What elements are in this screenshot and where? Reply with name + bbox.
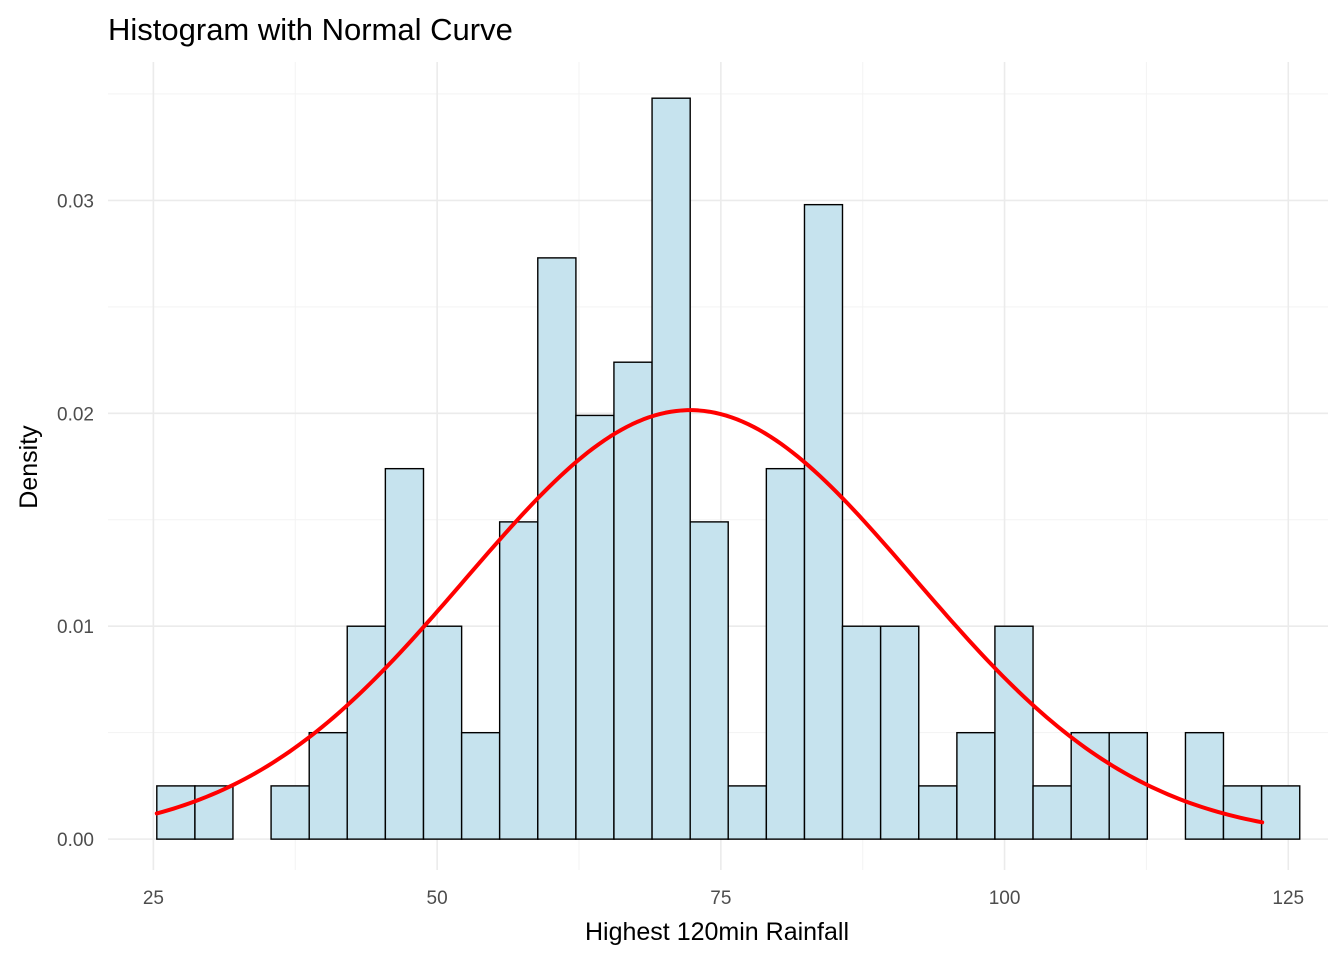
histogram-bar bbox=[270, 785, 310, 840]
histogram-bar bbox=[422, 625, 463, 840]
normal-curve-layer bbox=[154, 408, 1265, 825]
histogram-bar bbox=[346, 625, 387, 840]
x-axis-ticks: 25 50 75 100 125 bbox=[143, 888, 1304, 909]
histogram-bar bbox=[308, 731, 348, 840]
y-tick-label: 0.02 bbox=[57, 404, 94, 425]
histogram-bar bbox=[1070, 731, 1110, 840]
y-tick-label: 0.00 bbox=[57, 830, 94, 851]
histogram-bar bbox=[498, 521, 539, 840]
histogram-bar bbox=[194, 785, 234, 840]
histogram-bar bbox=[460, 731, 501, 840]
x-tick-label: 50 bbox=[427, 888, 448, 909]
histogram-bar bbox=[651, 97, 691, 840]
histogram-bar bbox=[1184, 731, 1225, 840]
histogram-bar bbox=[537, 257, 577, 840]
y-axis-ticks: 0.00 0.01 0.02 0.03 bbox=[57, 191, 94, 851]
chart-title: Histogram with Normal Curve bbox=[108, 12, 513, 47]
histogram-bar bbox=[956, 731, 996, 840]
histogram-bar bbox=[918, 785, 958, 840]
histogram-bar bbox=[1032, 785, 1072, 840]
histogram-bar bbox=[803, 203, 844, 840]
histogram-bar bbox=[1108, 731, 1149, 840]
histogram-bar bbox=[613, 361, 653, 840]
x-axis-label: Highest 120min Rainfall bbox=[585, 918, 849, 946]
histogram-bar bbox=[994, 625, 1034, 840]
histogram-bar bbox=[727, 785, 768, 840]
x-tick-label: 125 bbox=[1272, 888, 1304, 909]
y-tick-label: 0.03 bbox=[57, 191, 94, 212]
histogram-bar bbox=[765, 467, 806, 840]
normal-density-curve bbox=[154, 408, 1265, 825]
histogram-bar bbox=[575, 414, 615, 840]
histogram-bar bbox=[384, 467, 425, 840]
histogram-bar bbox=[689, 521, 729, 840]
histogram-bar bbox=[841, 625, 882, 840]
y-axis-label: Density bbox=[15, 425, 43, 509]
y-tick-label: 0.01 bbox=[57, 617, 94, 638]
histogram-bars bbox=[156, 97, 1301, 840]
x-tick-label: 25 bbox=[143, 888, 164, 909]
x-tick-label: 75 bbox=[710, 888, 731, 909]
histogram-bar bbox=[1260, 785, 1301, 840]
histogram-bar bbox=[879, 625, 920, 840]
x-tick-label: 100 bbox=[989, 888, 1021, 909]
histogram-bar bbox=[1222, 785, 1263, 840]
